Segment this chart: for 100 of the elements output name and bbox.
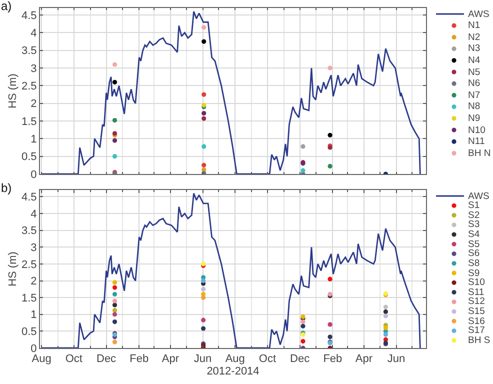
line-series — [40, 192, 421, 348]
legend-label: S16 — [468, 316, 485, 327]
y-tick-label: 0 — [30, 168, 37, 181]
y-tick-label: 1 — [30, 134, 37, 146]
y-tick-label: 0 — [30, 342, 37, 355]
point — [202, 110, 206, 116]
legend-label: S8 — [468, 258, 480, 269]
point — [300, 338, 306, 344]
point — [112, 340, 118, 344]
point — [112, 319, 118, 324]
x-tick-label: Oct — [258, 353, 276, 366]
point — [328, 334, 332, 340]
y-tick-label: 4.5 — [22, 10, 37, 22]
point — [201, 318, 206, 322]
point — [112, 302, 118, 308]
chart-title: b) — [1, 181, 12, 195]
y-tick-label: 2.5 — [22, 80, 37, 93]
x-tick-label: Oct — [65, 353, 82, 366]
y-axis-title: HS (m) — [7, 74, 20, 108]
legend-label: S5 — [468, 239, 480, 250]
point — [112, 80, 118, 84]
point — [202, 92, 206, 97]
legend-label: N8 — [468, 101, 480, 112]
y-tick-label: 2 — [30, 98, 37, 110]
point — [112, 285, 118, 290]
point — [328, 132, 332, 138]
point — [112, 118, 118, 123]
legend-label: S4 — [468, 229, 480, 240]
y-tick-label: 3.5 — [22, 45, 37, 58]
legend-label: S11 — [468, 287, 484, 298]
legend-label: N6 — [468, 78, 480, 89]
x-tick-label: Feb — [323, 353, 342, 366]
legend-label: N10 — [468, 125, 486, 136]
legend-label: S9 — [468, 268, 480, 279]
point — [201, 295, 206, 300]
x-tick-label: Apr — [355, 353, 373, 366]
y-tick-label: 0.5 — [22, 326, 37, 338]
line-series — [40, 10, 421, 174]
y-tick-label: 1.5 — [22, 292, 37, 304]
y-tick-label: 3 — [30, 62, 37, 75]
x-tick-label: Apr — [162, 353, 180, 366]
x-tick-label: Dec — [290, 353, 310, 366]
legend-label: N1 — [468, 20, 480, 31]
legend-label: S15 — [468, 306, 485, 317]
point — [202, 25, 206, 30]
point — [328, 322, 332, 327]
point — [201, 326, 206, 331]
legend-label: N4 — [468, 55, 480, 66]
point — [112, 298, 118, 304]
point — [112, 62, 118, 67]
point — [202, 144, 206, 149]
legend-label: N9 — [468, 113, 480, 124]
legend-label: N7 — [468, 90, 480, 101]
point — [202, 116, 206, 121]
y-tick-label: 2 — [30, 276, 37, 288]
x-tick-label: Jun — [387, 353, 406, 366]
y-tick-label: 4.5 — [22, 192, 37, 204]
legend-label: S1 — [468, 200, 480, 211]
y-tick-label: 1 — [30, 309, 37, 322]
point — [300, 324, 306, 328]
legend-label: N11 — [468, 136, 485, 147]
legend-label: S10 — [468, 277, 485, 288]
point — [112, 138, 118, 143]
point — [112, 154, 118, 159]
legend-label: BH S — [468, 335, 490, 346]
y-tick-label: 3.5 — [22, 225, 37, 238]
point — [328, 276, 332, 282]
point — [300, 319, 306, 324]
point — [383, 332, 388, 337]
point — [328, 66, 332, 70]
legend-label: S17 — [468, 325, 485, 336]
legend-label: S12 — [468, 296, 485, 307]
legend-label: N2 — [468, 32, 480, 43]
x-tick-label: Jun — [194, 353, 212, 366]
chart-title: a) — [1, 0, 12, 13]
point — [300, 168, 306, 173]
y-tick-label: 4 — [30, 28, 37, 40]
legend-label: BH N — [468, 148, 491, 159]
x-axis-title: 2012-2014 — [206, 365, 260, 378]
point — [300, 144, 306, 149]
legend-label: S2 — [468, 210, 480, 221]
x-tick-label: Aug — [32, 353, 52, 366]
legend-label: S6 — [468, 248, 480, 259]
point — [202, 39, 206, 44]
y-tick-label: 1.5 — [22, 116, 37, 128]
point — [112, 308, 118, 313]
point — [328, 164, 332, 169]
point — [383, 304, 388, 310]
y-tick-label: 2.5 — [22, 258, 37, 271]
legend-label: S3 — [468, 219, 480, 230]
y-axis-title: HS (m) — [7, 252, 20, 286]
legend-label: AWS — [468, 191, 490, 202]
point — [202, 162, 206, 168]
y-tick-label: 0.5 — [22, 151, 37, 164]
point — [112, 292, 118, 297]
y-tick-label: 4 — [30, 208, 37, 220]
point — [383, 326, 388, 330]
x-tick-label: Dec — [96, 353, 117, 366]
point — [112, 280, 118, 285]
point — [383, 309, 388, 314]
